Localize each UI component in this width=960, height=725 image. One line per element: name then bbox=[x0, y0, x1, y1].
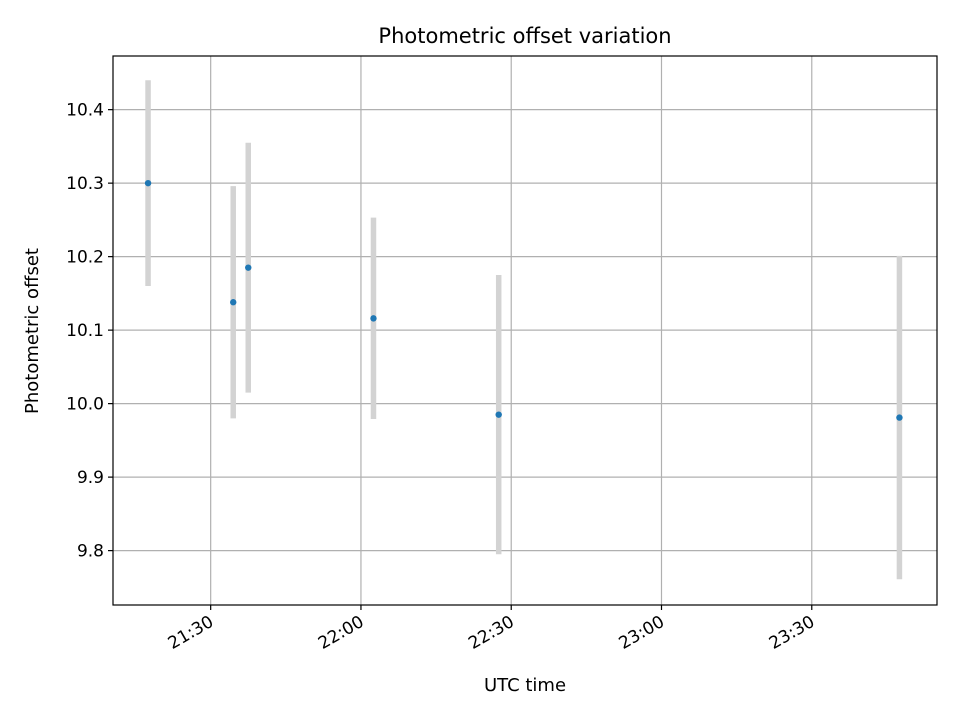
y-tick-label: 10.3 bbox=[66, 174, 104, 194]
data-points bbox=[144, 179, 903, 421]
y-axis-title: Photometric offset bbox=[22, 248, 43, 414]
data-point bbox=[144, 179, 152, 187]
data-point bbox=[495, 411, 502, 418]
chart-title: Photometric offset variation bbox=[378, 24, 671, 48]
data-point bbox=[230, 299, 237, 306]
y-axis-ticks: 9.8 9.9 10.0 10.1 10.2 10.3 10.4 bbox=[66, 101, 113, 562]
y-tick-label: 9.8 bbox=[77, 542, 104, 562]
y-tick-label: 9.9 bbox=[77, 468, 104, 488]
data-point bbox=[245, 264, 252, 271]
data-point bbox=[370, 315, 377, 322]
x-axis-title: UTC time bbox=[484, 675, 566, 696]
data-point bbox=[896, 414, 903, 421]
y-tick-label: 10.2 bbox=[66, 248, 104, 268]
y-tick-label: 10.4 bbox=[66, 101, 104, 121]
y-tick-label: 10.0 bbox=[66, 395, 104, 415]
y-tick-label: 10.1 bbox=[66, 321, 104, 341]
